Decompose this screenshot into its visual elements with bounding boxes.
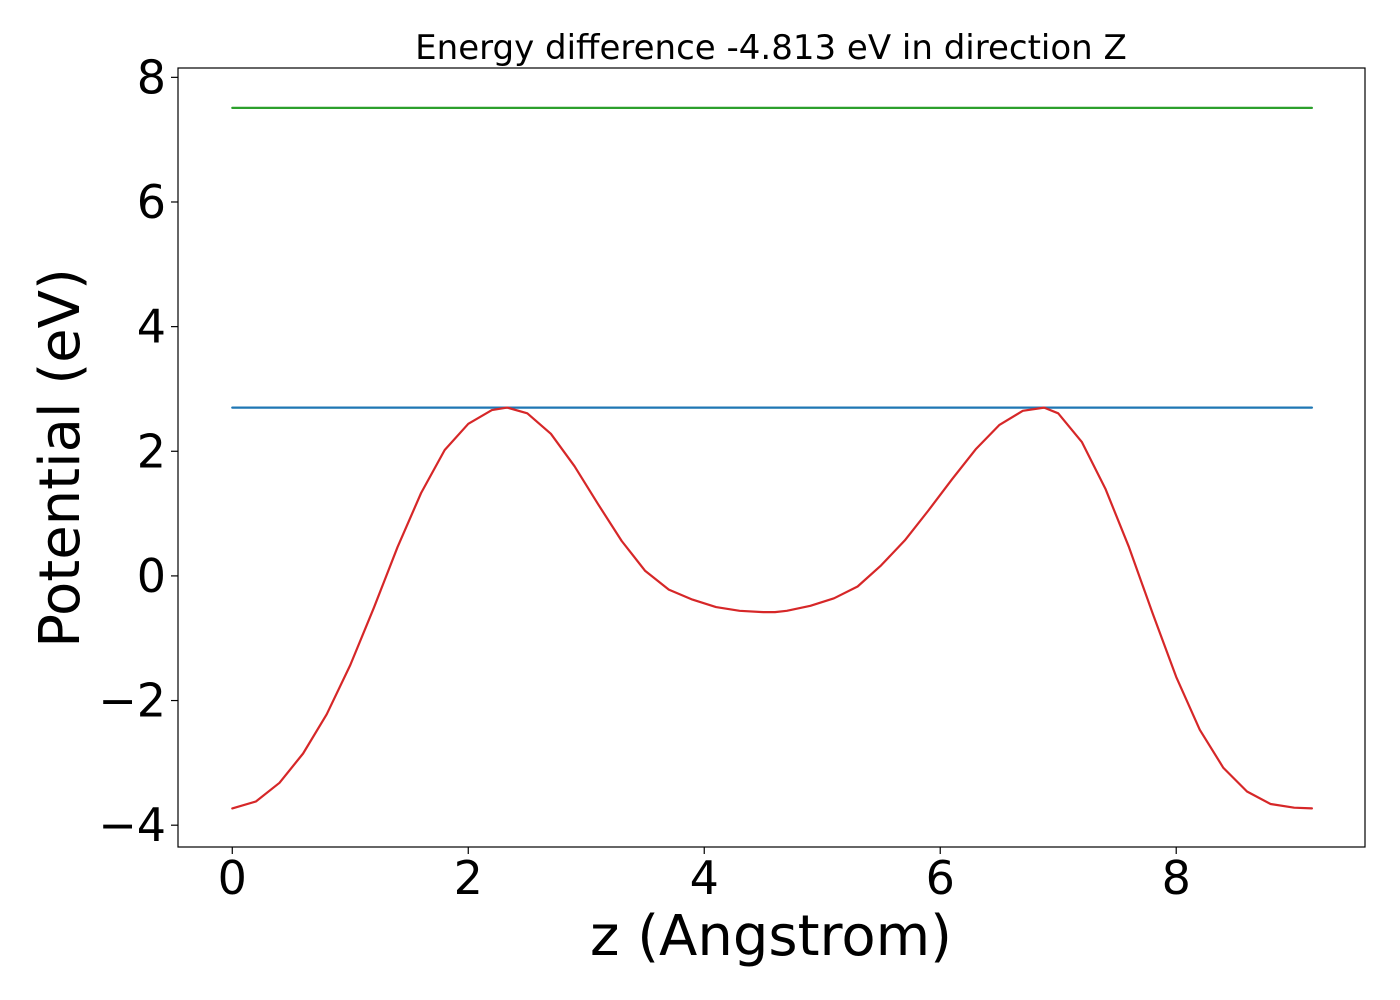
x-tick-label: 4: [690, 851, 719, 905]
y-axis-label: Potential (eV): [28, 268, 93, 648]
x-axis: 0 2 4 6 8: [218, 847, 1191, 905]
x-tick-label: 0: [218, 851, 247, 905]
series-line-1: [231, 406, 1314, 810]
y-tick-label: 0: [137, 549, 166, 603]
y-tick-label: 6: [137, 175, 166, 229]
y-tick-label: −4: [98, 798, 166, 852]
chart-title: Energy difference -4.813 eV in direction…: [415, 28, 1127, 68]
x-tick-label: 6: [926, 851, 955, 905]
x-axis-label: z (Angstrom): [590, 904, 952, 969]
y-axis: −4 −2 0 2 4 6 8: [98, 50, 178, 852]
plot-frame: [177, 67, 1366, 848]
x-tick-label: 8: [1162, 851, 1191, 905]
y-tick-label: 8: [137, 50, 166, 104]
series-layer: [231, 106, 1314, 810]
y-tick-label: −2: [98, 674, 166, 728]
y-tick-label: 2: [137, 424, 166, 478]
y-tick-label: 4: [137, 300, 166, 354]
x-tick-label: 2: [454, 851, 483, 905]
